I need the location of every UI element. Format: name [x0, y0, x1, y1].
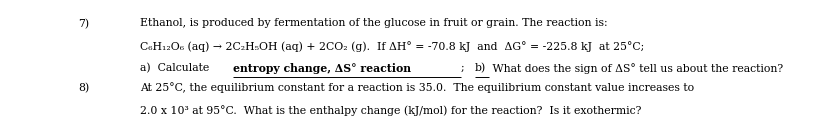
- Text: At 25°C, the equilibrium constant for a reaction is 35.0.  The equilibrium const: At 25°C, the equilibrium constant for a …: [140, 82, 693, 93]
- Text: 2.0 x 10³ at 95°C.  What is the enthalpy change (kJ/mol) for the reaction?  Is i: 2.0 x 10³ at 95°C. What is the enthalpy …: [140, 105, 640, 116]
- Text: entropy change, ΔS° reaction: entropy change, ΔS° reaction: [232, 63, 410, 74]
- Text: b): b): [474, 63, 485, 74]
- Text: Ethanol, is produced by fermentation of the glucose in fruit or grain. The react: Ethanol, is produced by fermentation of …: [140, 18, 607, 28]
- Text: What does the sign of ΔS° tell us about the reaction?: What does the sign of ΔS° tell us about …: [489, 63, 782, 74]
- Text: ;: ;: [461, 63, 471, 73]
- Text: a)  Calculate: a) Calculate: [140, 63, 213, 74]
- Text: 8): 8): [78, 82, 89, 93]
- Text: 7): 7): [78, 18, 89, 29]
- Text: C₆H₁₂O₆ (aq) → 2C₂H₅OH (aq) + 2CO₂ (g).  If ΔH° = -70.8 kJ  and  ΔG° = -225.8 kJ: C₆H₁₂O₆ (aq) → 2C₂H₅OH (aq) + 2CO₂ (g). …: [140, 41, 643, 52]
